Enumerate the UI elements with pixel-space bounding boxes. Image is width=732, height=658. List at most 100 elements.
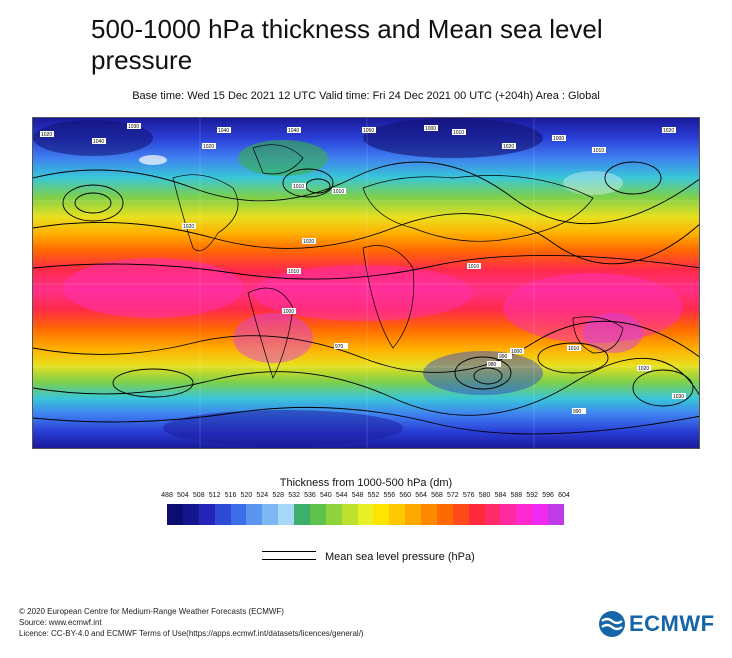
colorbar-cell [309, 504, 326, 525]
isobar-label-box [334, 343, 348, 349]
isobar-label-box [467, 263, 481, 269]
colorbar-cell [516, 504, 533, 525]
isobar-label: 1000 [511, 349, 522, 355]
colorbar-cell [341, 504, 358, 525]
colorbar-tick-label: 572 [446, 492, 459, 499]
isobar-label: 1010 [468, 264, 479, 270]
isobar-label-box [572, 408, 586, 414]
isobar-label: 1020 [303, 239, 314, 245]
isobar-label: 1020 [663, 128, 674, 134]
colorbar-cell [532, 504, 548, 525]
colorbar-tick-label: 568 [431, 492, 443, 499]
isobar-label-box [487, 361, 501, 367]
colorbar-tick-label: 604 [558, 492, 570, 499]
colorbar-cell [214, 504, 231, 525]
isobar-label-box [424, 125, 438, 131]
source-text: Source: www.ecmwf.int [19, 618, 102, 627]
colorbar-ticks: 488 504 508 512 516 520 524 528 532 536 540 544 548 5… [160, 492, 572, 502]
colorbar-tick-label: 504 [177, 492, 189, 499]
isobar-label: 1030 [673, 394, 684, 400]
isobar-label-box [362, 127, 376, 133]
colorbar-cell [325, 504, 342, 525]
footer: © 2020 European Centre for Medium-Range … [19, 606, 364, 639]
colorbar-cell [421, 504, 437, 525]
licence-text: Licence: CC-BY-4.0 and ECMWF Terms of Us… [19, 629, 364, 638]
isobar-label-box [40, 131, 54, 137]
copyright-text: © 2020 European Centre for Medium-Range … [19, 607, 284, 616]
isobar-label-box [287, 127, 301, 133]
colorbar-cell [262, 504, 279, 525]
colorbar-tick-label: 584 [494, 492, 507, 499]
isobar-label: 1020 [183, 224, 194, 230]
isobar-label-box [498, 353, 512, 359]
isobar-label-box [202, 143, 216, 149]
colorbar-tick-label: 552 [367, 492, 380, 499]
colorbar-tick-label: 520 [240, 492, 253, 499]
colorbar-cell [452, 504, 469, 525]
isobar-label-box [127, 123, 141, 129]
isobar-label-box [662, 127, 676, 133]
ecmwf-logo: ECMWF [598, 610, 715, 638]
colorbar-cell [373, 504, 390, 525]
isobar-label-box [182, 223, 196, 229]
colorbar-tick-label: 516 [224, 492, 237, 499]
isobar-label-box [592, 147, 606, 153]
colorbar-tick-label: 488 [161, 492, 173, 499]
colorbar-cell [198, 504, 215, 525]
colorbar-cell [484, 504, 501, 525]
colorbar-tick-label: 548 [351, 492, 364, 499]
isobar-label-box [92, 138, 106, 144]
colorbar-cell [182, 504, 199, 525]
chart-title: 500-1000 hPa thickness and Mean sea leve… [91, 14, 603, 75]
colorbar-cell [357, 504, 374, 525]
isobar-label: 1020 [41, 132, 52, 138]
colorbar-cell [500, 504, 517, 525]
colorbar-tick-label: 536 [304, 492, 316, 499]
colorbar-tick-label: 564 [415, 492, 427, 499]
isobar-label: 1050 [363, 128, 374, 134]
isobar-label: 1020 [503, 144, 514, 150]
mslp-legend-line [262, 551, 316, 560]
isobar-labels: 1020 1040 1030 1020 1040 1040 1050 1000 1010 1020… [40, 123, 686, 415]
colorbar-cell [294, 504, 310, 525]
map-overlay: 1020 1040 1030 1020 1040 1040 1050 1000 1010 1020… [33, 118, 699, 448]
colorbar-tick-label: 592 [526, 492, 539, 499]
mslp-legend-label: Mean sea level pressure (hPa) [325, 551, 475, 563]
isobar-label-box [217, 127, 231, 133]
colorbar-tick-label: 544 [335, 492, 348, 499]
isobar-label: 990 [573, 409, 582, 415]
colorbar-tick-label: 528 [272, 492, 284, 499]
isobar-label: 1010 [453, 130, 464, 136]
isobar-label-box [510, 348, 524, 354]
chart-subtitle: Base time: Wed 15 Dec 2021 12 UTC Valid … [132, 90, 600, 102]
isobar-label: 1000 [425, 126, 436, 132]
isobar-label-box [332, 188, 346, 194]
colorbar-cell [278, 504, 294, 525]
colorbar-cell [167, 504, 183, 525]
isobar-label: 1020 [203, 144, 214, 150]
colorbar-cell [468, 504, 485, 525]
isobar-label-box [287, 268, 301, 274]
ecmwf-logo-text: ECMWF [629, 611, 715, 636]
colorbar-cell [246, 504, 263, 525]
isobar-label: 970 [335, 344, 344, 350]
isobar-label: 980 [488, 362, 497, 368]
isobar-label-box [672, 393, 686, 399]
isobar-label: 1020 [638, 366, 649, 372]
colorbar-tick-label: 588 [510, 492, 523, 499]
thickness-colorbar [167, 504, 564, 525]
isobar-label-box [567, 345, 581, 351]
ecmwf-logo-icon [599, 611, 625, 637]
colorbar-tick-label: 580 [478, 492, 491, 499]
colorbar-tick-label: 576 [462, 492, 475, 499]
colorbar-tick-label: 540 [319, 492, 332, 499]
isobar-label: 1010 [593, 148, 604, 154]
isobar-label-box [552, 135, 566, 141]
colorbar-tick-label: 556 [383, 492, 396, 499]
isobar-label-box [452, 129, 466, 135]
isobar-label: 1010 [568, 346, 579, 352]
isobar-label: 1000 [283, 309, 294, 315]
isobar-label: 990 [499, 354, 508, 360]
isobar-label: 1010 [288, 269, 299, 275]
isobar-label-box [282, 308, 296, 314]
